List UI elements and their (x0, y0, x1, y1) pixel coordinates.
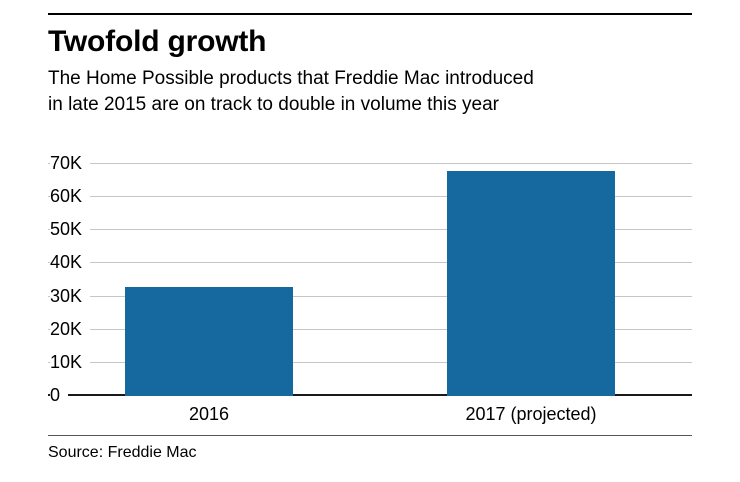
ytick-label-30K: 30K (50, 286, 91, 307)
bar-2016 (125, 286, 293, 396)
x-axis-line (48, 394, 692, 396)
chart-title: Twofold growth (48, 25, 267, 58)
ytick-label-10K: 10K (50, 352, 91, 373)
ytick-label-20K: 20K (50, 319, 91, 340)
bar-2017-(projected) (447, 170, 615, 396)
xtick-label-2017-(projected): 2017 (projected) (465, 404, 597, 424)
ytick-label-60K: 60K (50, 187, 91, 208)
xtick-label-2016: 2016 (188, 404, 230, 424)
top-rule (48, 13, 692, 15)
ytick-label-50K: 50K (50, 220, 91, 241)
gridline-70K (48, 163, 692, 164)
gridline-50K (48, 229, 692, 231)
ytick-label-40K: 40K (50, 253, 91, 274)
source-note: Source: Freddie Mac (48, 444, 197, 461)
gridline-30K (48, 295, 692, 297)
plot-area: 70K 60K 50K 40K 30K 20K 10K 0 (48, 154, 692, 406)
gridline-60K (48, 196, 692, 198)
ytick-label-0: 0 (50, 386, 69, 406)
gridline-20K (48, 328, 692, 330)
ytick-label-70K: 70K (50, 154, 91, 174)
xaxis-row: 2016 2017 (projected) (48, 396, 692, 425)
gridline-40K (48, 262, 692, 264)
bars-row (48, 164, 692, 396)
chart-subtitle: The Home Possible products that Freddie … (48, 66, 692, 118)
gridline-10K (48, 361, 692, 363)
bar-cell (48, 164, 370, 396)
chart-subtitle-line2: in late 2015 are on track to double in v… (48, 94, 499, 115)
bar-cell (370, 164, 692, 396)
chart-subtitle-line1: The Home Possible products that Freddie … (48, 68, 534, 89)
bottom-rule (48, 435, 692, 436)
